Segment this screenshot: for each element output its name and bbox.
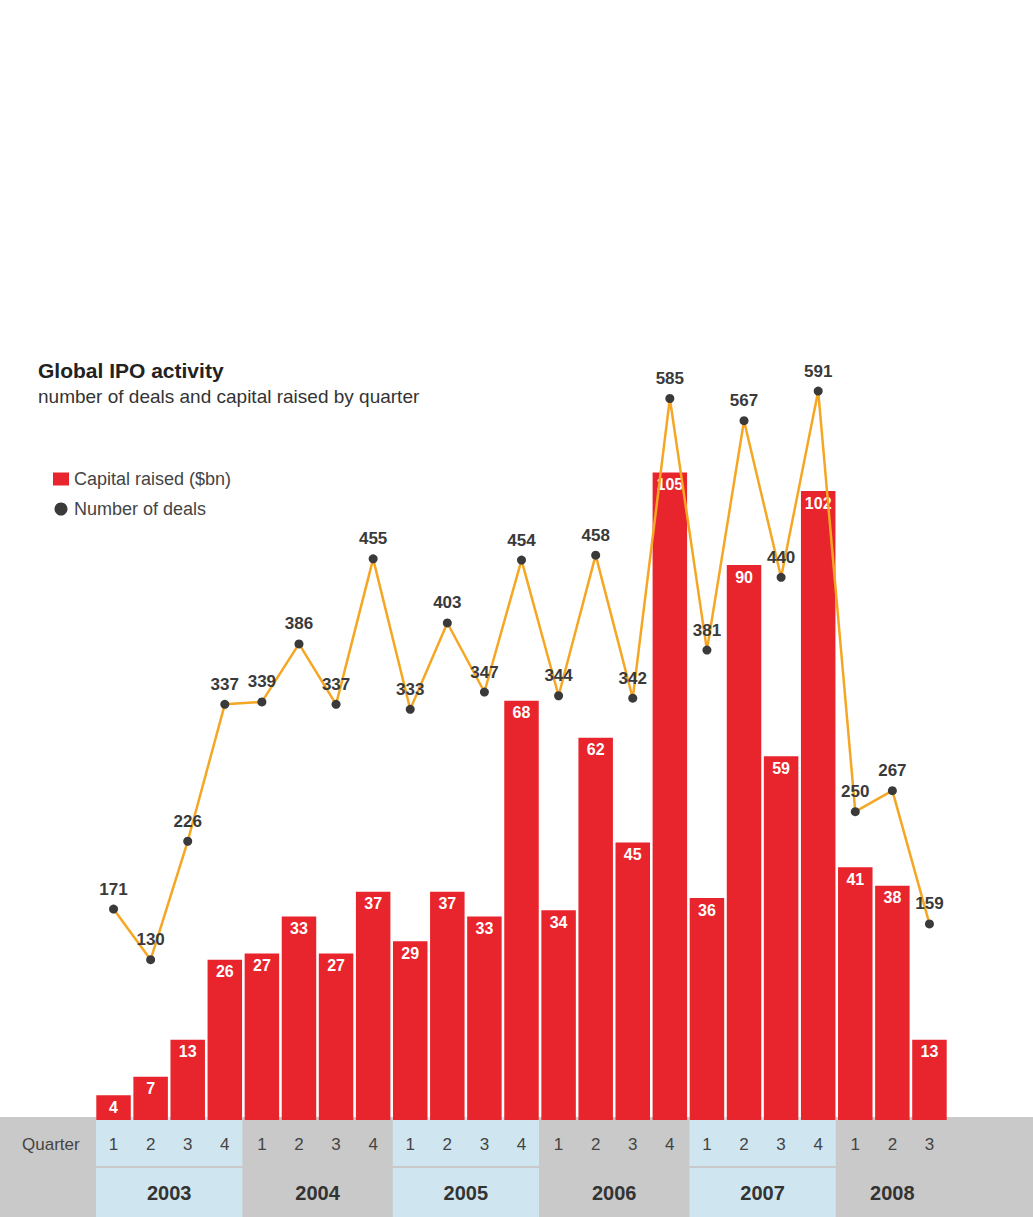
svg-text:440: 440: [767, 548, 795, 567]
svg-text:1: 1: [109, 1135, 118, 1154]
svg-text:3: 3: [480, 1135, 489, 1154]
svg-text:90: 90: [735, 569, 753, 586]
svg-text:2005: 2005: [444, 1182, 489, 1204]
svg-text:250: 250: [841, 782, 869, 801]
svg-text:4: 4: [220, 1135, 229, 1154]
svg-text:Quarter: Quarter: [22, 1135, 80, 1154]
svg-text:36: 36: [698, 902, 716, 919]
svg-text:4: 4: [517, 1135, 526, 1154]
svg-text:33: 33: [290, 920, 308, 937]
svg-text:2: 2: [888, 1135, 897, 1154]
svg-text:2: 2: [739, 1135, 748, 1154]
svg-text:267: 267: [878, 761, 906, 780]
svg-text:4: 4: [109, 1099, 118, 1116]
svg-text:26: 26: [216, 963, 234, 980]
svg-text:591: 591: [804, 362, 832, 381]
svg-text:386: 386: [285, 614, 313, 633]
svg-text:2: 2: [294, 1135, 303, 1154]
svg-text:333: 333: [396, 680, 424, 699]
svg-text:68: 68: [513, 704, 531, 721]
svg-text:number of deals and capital ra: number of deals and capital raised by qu…: [38, 386, 420, 407]
svg-text:1: 1: [554, 1135, 563, 1154]
svg-text:337: 337: [211, 675, 239, 694]
svg-text:130: 130: [136, 930, 164, 949]
svg-text:59: 59: [772, 760, 790, 777]
svg-text:102: 102: [804, 494, 832, 512]
svg-text:2007: 2007: [740, 1182, 785, 1204]
svg-text:1: 1: [702, 1135, 711, 1154]
svg-text:45: 45: [624, 846, 642, 863]
svg-text:2: 2: [591, 1135, 600, 1154]
svg-text:37: 37: [364, 895, 382, 912]
svg-text:159: 159: [915, 894, 943, 913]
svg-text:38: 38: [883, 889, 901, 906]
svg-text:458: 458: [581, 526, 609, 545]
svg-text:3: 3: [183, 1135, 192, 1154]
svg-text:13: 13: [179, 1043, 197, 1060]
svg-text:27: 27: [327, 957, 345, 974]
svg-text:2004: 2004: [295, 1182, 340, 1204]
svg-text:Capital raised ($bn): Capital raised ($bn): [74, 469, 231, 489]
svg-text:344: 344: [544, 666, 573, 685]
svg-text:347: 347: [470, 663, 498, 682]
svg-text:41: 41: [846, 871, 864, 888]
svg-text:337: 337: [322, 675, 350, 694]
svg-text:171: 171: [99, 880, 127, 899]
svg-text:4: 4: [813, 1135, 822, 1154]
svg-text:2006: 2006: [592, 1182, 637, 1204]
svg-text:Number of deals: Number of deals: [74, 499, 206, 519]
svg-text:585: 585: [656, 369, 684, 388]
svg-text:2: 2: [146, 1135, 155, 1154]
svg-text:3: 3: [331, 1135, 340, 1154]
svg-text:62: 62: [587, 741, 605, 758]
svg-text:105: 105: [656, 476, 684, 493]
svg-text:29: 29: [401, 945, 419, 962]
svg-text:13: 13: [921, 1043, 939, 1060]
svg-text:27: 27: [253, 957, 271, 974]
svg-text:3: 3: [925, 1135, 934, 1154]
svg-text:1: 1: [406, 1135, 415, 1154]
svg-text:455: 455: [359, 529, 387, 548]
svg-text:4: 4: [665, 1135, 674, 1154]
svg-text:3: 3: [628, 1135, 637, 1154]
svg-text:339: 339: [248, 672, 276, 691]
svg-text:2: 2: [443, 1135, 452, 1154]
svg-text:7: 7: [146, 1080, 155, 1097]
svg-text:1: 1: [257, 1135, 266, 1154]
svg-text:2008: 2008: [870, 1182, 915, 1204]
svg-text:1: 1: [851, 1135, 860, 1154]
svg-text:567: 567: [730, 391, 758, 410]
svg-text:37: 37: [438, 895, 456, 912]
svg-text:403: 403: [433, 593, 461, 612]
svg-text:Global IPO activity: Global IPO activity: [38, 359, 224, 382]
svg-text:3: 3: [776, 1135, 785, 1154]
svg-text:4: 4: [368, 1135, 377, 1154]
svg-text:2003: 2003: [147, 1182, 192, 1204]
svg-text:226: 226: [174, 812, 202, 831]
svg-text:342: 342: [619, 669, 647, 688]
svg-text:34: 34: [550, 914, 568, 931]
svg-text:454: 454: [507, 531, 536, 550]
svg-text:33: 33: [476, 920, 494, 937]
svg-text:381: 381: [693, 621, 721, 640]
